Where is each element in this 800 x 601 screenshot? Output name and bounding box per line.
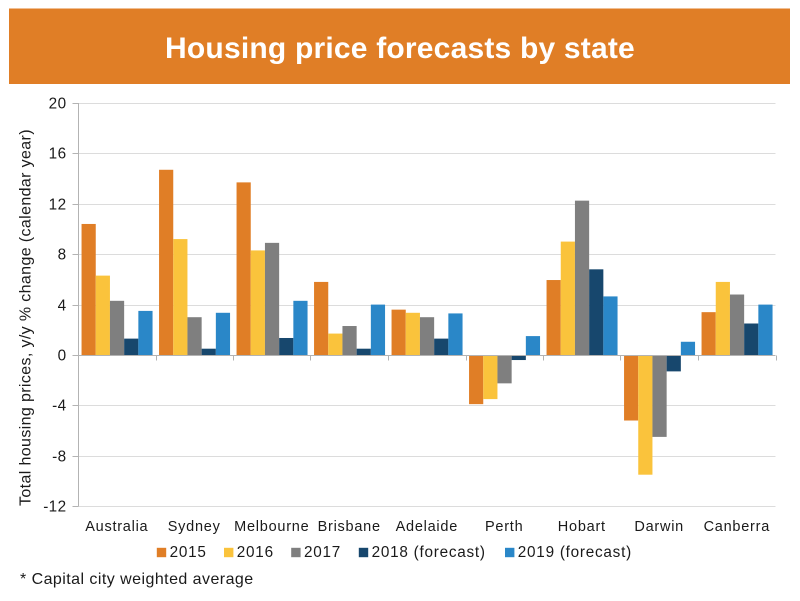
- svg-text:4: 4: [58, 298, 67, 315]
- svg-text:2016: 2016: [237, 544, 274, 561]
- svg-text:2018 (forecast): 2018 (forecast): [372, 544, 486, 561]
- svg-text:0: 0: [58, 348, 67, 365]
- svg-text:Hobart: Hobart: [558, 519, 606, 535]
- svg-text:Canberra: Canberra: [704, 519, 771, 535]
- svg-text:Sydney: Sydney: [168, 519, 221, 535]
- svg-text:* Capital city weighted averag: * Capital city weighted average: [20, 571, 254, 588]
- svg-text:Housing price forecasts by sta: Housing price forecasts by state: [165, 32, 635, 65]
- svg-text:Perth: Perth: [485, 519, 523, 535]
- svg-text:-4: -4: [52, 398, 66, 415]
- svg-text:-12: -12: [43, 499, 66, 516]
- svg-text:8: 8: [58, 247, 67, 264]
- svg-text:Adelaide: Adelaide: [396, 519, 458, 535]
- svg-text:-8: -8: [52, 449, 66, 466]
- svg-text:Melbourne: Melbourne: [234, 519, 309, 535]
- svg-text:Brisbane: Brisbane: [318, 519, 381, 535]
- svg-text:2019 (forecast): 2019 (forecast): [518, 544, 632, 561]
- svg-text:12: 12: [49, 197, 67, 214]
- svg-text:2017: 2017: [304, 544, 341, 561]
- svg-text:Australia: Australia: [85, 519, 148, 535]
- svg-text:20: 20: [49, 96, 67, 113]
- svg-text:Total housing prices, y/y % ch: Total housing prices, y/y % change (cale…: [18, 129, 35, 506]
- svg-text:Darwin: Darwin: [634, 519, 684, 535]
- svg-text:2015: 2015: [170, 544, 207, 561]
- svg-text:16: 16: [49, 146, 67, 163]
